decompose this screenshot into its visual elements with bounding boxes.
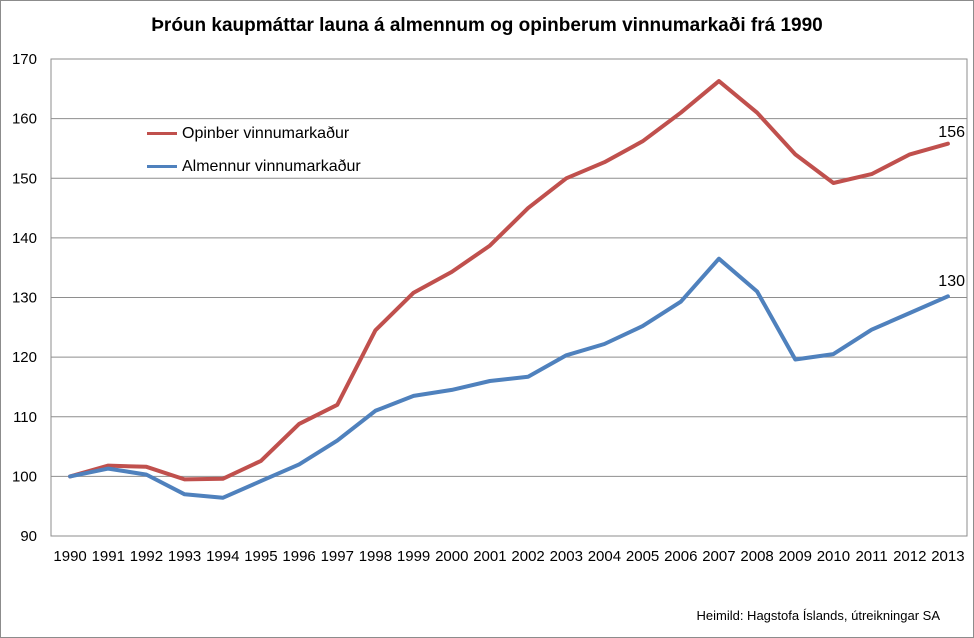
series-line-almennur	[68, 256, 950, 500]
x-tick-label-2013: 2013	[931, 548, 964, 565]
y-tick-label-120: 120	[12, 349, 37, 366]
y-tick-label-160: 160	[12, 111, 37, 128]
chart-title: Þróun kaupmáttar launa á almennum og opi…	[151, 15, 823, 36]
x-tick-label-2001: 2001	[473, 548, 506, 565]
x-tick-label-2012: 2012	[893, 548, 926, 565]
y-tick-label-140: 140	[12, 230, 37, 247]
x-tick-label-2007: 2007	[702, 548, 735, 565]
y-tick-label-150: 150	[12, 170, 37, 187]
legend-line-icon-almennur	[147, 165, 177, 168]
data-label-almennur-2013: 130	[938, 273, 965, 290]
legend-label-almennur: Almennur vinnumarkaður	[182, 157, 361, 175]
legend-line-icon-opinber	[147, 132, 177, 135]
x-tick-label-1994: 1994	[206, 548, 239, 565]
x-tick-label-1993: 1993	[168, 548, 201, 565]
data-label-opinber-2013: 156	[938, 124, 965, 141]
x-tick-label-2008: 2008	[740, 548, 773, 565]
x-tick-label-2011: 2011	[855, 548, 887, 565]
x-tick-label-1999: 1999	[397, 548, 430, 565]
x-tick-label-1991: 1991	[92, 548, 125, 565]
legend-entry-almennur: Almennur vinnumarkaður	[147, 150, 361, 183]
legend-label-opinber: Opinber vinnumarkaður	[182, 124, 350, 142]
x-tick-label-1998: 1998	[359, 548, 392, 565]
x-tick-label-1990: 1990	[53, 548, 86, 565]
plot-border	[50, 58, 968, 537]
x-tick-label-1992: 1992	[130, 548, 163, 565]
x-tick-label-2006: 2006	[664, 548, 697, 565]
x-tick-label-2009: 2009	[779, 548, 812, 565]
y-tick-label-90: 90	[20, 528, 37, 545]
x-tick-label-2005: 2005	[626, 548, 659, 565]
x-tick-label-1996: 1996	[282, 548, 315, 565]
x-tick-label-2003: 2003	[550, 548, 583, 565]
y-tick-label-110: 110	[13, 409, 37, 426]
x-tick-label-1995: 1995	[244, 548, 277, 565]
legend-entry-opinber: Opinber vinnumarkaður	[147, 117, 361, 150]
series-line-opinber	[68, 79, 950, 482]
x-tick-label-2002: 2002	[511, 548, 544, 565]
x-tick-label-1997: 1997	[321, 548, 354, 565]
y-tick-label-170: 170	[12, 51, 37, 68]
x-tick-label-2010: 2010	[817, 548, 850, 565]
y-tick-label-130: 130	[12, 290, 37, 307]
y-tick-label-100: 100	[12, 468, 37, 485]
x-tick-label-2004: 2004	[588, 548, 621, 565]
legend: Opinber vinnumarkaður Almennur vinnumark…	[147, 117, 361, 183]
x-tick-label-2000: 2000	[435, 548, 468, 565]
source-note: Heimild: Hagstofa Íslands, útreikningar …	[696, 608, 940, 623]
